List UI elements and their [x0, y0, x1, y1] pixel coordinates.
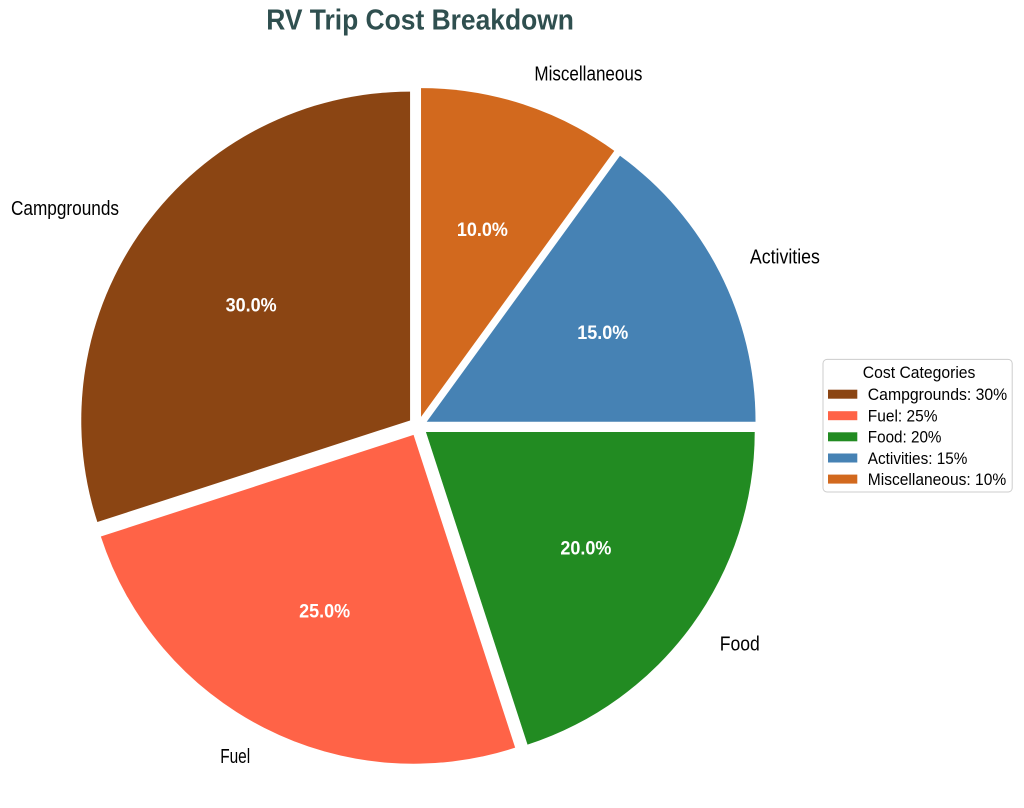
svg-text:Cost Categories: Cost Categories: [863, 363, 976, 382]
svg-text:Food: Food: [720, 633, 760, 655]
svg-text:Fuel: Fuel: [220, 746, 250, 768]
svg-text:30.0%: 30.0%: [226, 294, 277, 316]
svg-text:10.0%: 10.0%: [457, 219, 508, 241]
svg-text:Campgrounds: 30%: Campgrounds: 30%: [868, 385, 1007, 404]
svg-text:Miscellaneous: Miscellaneous: [534, 63, 642, 85]
svg-text:Activities: 15%: Activities: 15%: [868, 449, 968, 468]
svg-text:Activities: Activities: [750, 246, 820, 268]
svg-text:Food: 20%: Food: 20%: [868, 428, 942, 447]
svg-text:15.0%: 15.0%: [577, 322, 628, 344]
svg-text:Miscellaneous: 10%: Miscellaneous: 10%: [868, 470, 1006, 489]
svg-text:25.0%: 25.0%: [299, 600, 350, 622]
svg-text:RV Trip Cost Breakdown: RV Trip Cost Breakdown: [266, 5, 574, 37]
svg-text:Fuel: 25%: Fuel: 25%: [868, 407, 938, 426]
svg-text:Campgrounds: Campgrounds: [11, 198, 119, 220]
svg-text:20.0%: 20.0%: [560, 538, 611, 560]
